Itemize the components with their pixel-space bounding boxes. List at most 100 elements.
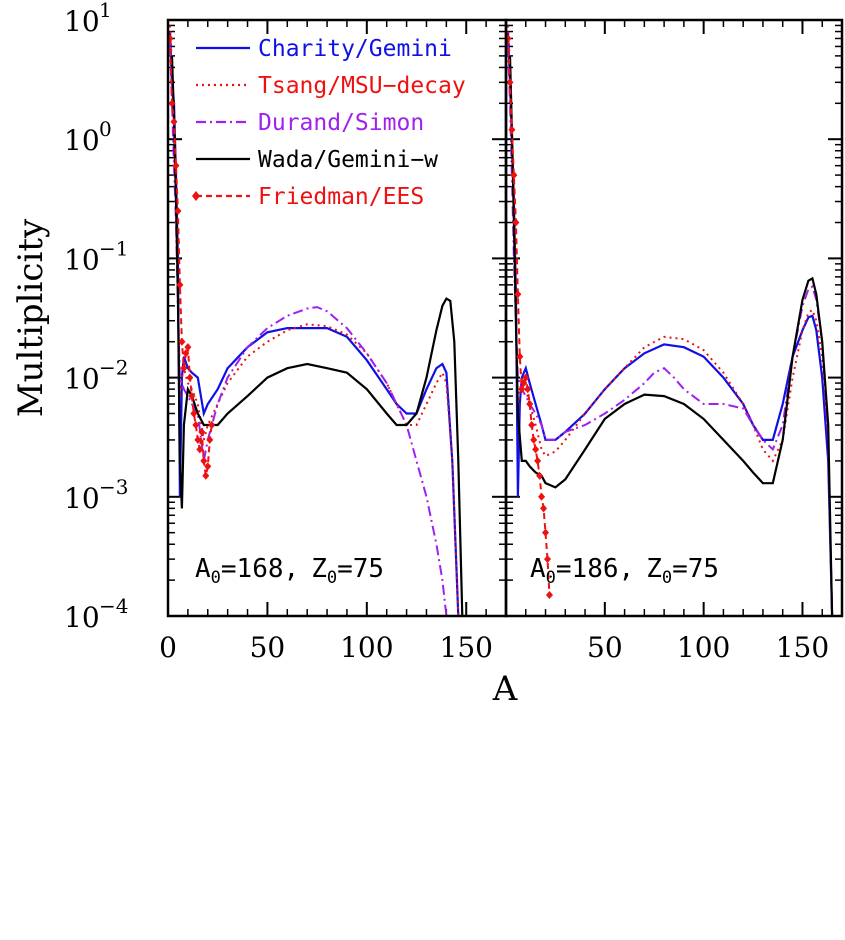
data-point-marker <box>536 471 544 480</box>
y-tick-exponent: −1 <box>99 236 128 260</box>
legend-label: Friedman/EES <box>258 184 424 210</box>
data-point-marker <box>194 435 202 444</box>
legend-label: Durand/Simon <box>258 110 424 136</box>
x-tick-label: 100 <box>340 631 393 664</box>
data-point-marker <box>508 125 516 134</box>
data-point-marker <box>192 421 200 430</box>
x-tick-label: 100 <box>677 631 730 664</box>
data-point-marker <box>196 445 204 454</box>
data-point-marker <box>180 364 188 373</box>
left-annotation-z-value: =75 <box>337 554 384 584</box>
series-line-durand-simon <box>169 46 448 616</box>
left-panel-x-tick-labels: 0 50 100 150 <box>159 631 493 664</box>
data-point-marker <box>204 462 212 471</box>
left-annotation-z-sub: 0 <box>327 568 337 588</box>
y-tick-base: 10 <box>64 601 100 634</box>
data-point-marker <box>512 218 520 227</box>
data-point-marker <box>506 34 512 43</box>
y-tick-base: 10 <box>64 5 100 38</box>
data-point-marker <box>510 171 518 180</box>
data-point-marker <box>544 555 552 564</box>
x-tick-label: 0 <box>159 631 177 664</box>
data-point-marker <box>186 373 194 382</box>
y-tick-exponent: −4 <box>99 594 128 618</box>
legend-entry: Charity/Gemini <box>196 36 452 62</box>
y-tick-exponent: −3 <box>99 475 128 499</box>
series-line-tsang-msu-decay <box>169 25 460 616</box>
series-line-charity-gemini <box>506 31 834 616</box>
y-tick-base: 10 <box>64 363 100 396</box>
data-point-marker <box>208 421 216 430</box>
y-tick-group: 10 −1 <box>64 236 128 276</box>
y-tick-group: 10 0 <box>64 117 112 157</box>
series-line-friedman-ees <box>169 38 213 477</box>
right-annotation-a-value: =186, <box>556 554 634 584</box>
right-panel-series <box>506 25 834 616</box>
data-point-marker <box>534 456 542 465</box>
left-annotation-a-value: =168, <box>221 554 299 584</box>
x-axis-label: A <box>492 669 518 709</box>
data-point-marker <box>188 392 196 401</box>
data-point-marker <box>542 528 550 537</box>
y-tick-group: 10 1 <box>64 0 112 38</box>
legend: Charity/Gemini Tsang/MSU−decay Durand/Simo… <box>192 36 466 210</box>
x-tick-label: 150 <box>776 631 829 664</box>
legend-entry: Wada/Gemini−w <box>196 147 438 173</box>
series-line-friedman-ees <box>507 38 551 596</box>
left-panel-series <box>168 25 464 616</box>
series-line-durand-simon <box>507 46 834 616</box>
legend-marker <box>192 191 200 201</box>
right-panel-annotation: A0=186, Z0=75 <box>530 554 719 588</box>
legend-entry: Friedman/EES <box>192 184 424 210</box>
y-axis-label: Multiplicity <box>11 218 51 417</box>
data-point-marker <box>178 337 186 346</box>
right-panel-ticks <box>505 19 843 617</box>
data-point-marker <box>198 427 206 436</box>
series-line-wada-gemini-w <box>170 55 464 616</box>
data-point-marker <box>538 492 546 501</box>
data-point-marker <box>190 409 198 418</box>
y-tick-group: 10 −3 <box>64 475 128 515</box>
right-annotation-z-value: =75 <box>672 554 719 584</box>
series-line-wada-gemini-w <box>508 55 834 616</box>
data-point-marker <box>526 400 534 409</box>
data-point-marker <box>514 290 522 299</box>
data-point-marker <box>184 343 192 352</box>
y-tick-base: 10 <box>64 124 100 157</box>
data-point-marker <box>168 99 176 108</box>
data-point-marker <box>168 34 174 43</box>
legend-label: Tsang/MSU−decay <box>258 73 466 99</box>
data-point-marker <box>540 504 548 513</box>
series-line-tsang-msu-decay <box>507 25 834 616</box>
data-point-marker <box>202 471 210 480</box>
data-point-marker <box>524 385 532 394</box>
data-point-marker <box>176 280 184 289</box>
data-point-marker <box>530 435 538 444</box>
left-annotation-a-sub: 0 <box>211 568 221 588</box>
y-tick-exponent: 1 <box>99 0 112 22</box>
data-point-marker <box>532 445 540 454</box>
left-panel-annotation: A0=168, Z0=75 <box>195 554 384 588</box>
data-point-marker <box>518 385 526 394</box>
data-point-marker <box>545 591 553 600</box>
data-point-marker <box>528 421 536 430</box>
data-point-marker <box>516 352 524 361</box>
data-point-marker <box>170 117 178 126</box>
right-panel-x-tick-labels: 50 100 150 <box>587 631 829 664</box>
legend-label: Wada/Gemini−w <box>258 147 438 173</box>
legend-entry: Durand/Simon <box>196 110 424 136</box>
data-point-marker <box>506 78 514 87</box>
data-point-marker <box>522 373 530 382</box>
right-annotation-a-sub: 0 <box>546 568 556 588</box>
left-panel: 0 50 100 150 A0=168, Z0=75 <box>159 19 507 664</box>
legend-label: Charity/Gemini <box>258 36 452 62</box>
data-point-marker <box>172 161 180 170</box>
right-panel-frame <box>504 18 844 618</box>
right-annotation-z-sub: 0 <box>662 568 672 588</box>
y-tick-exponent: 0 <box>99 117 112 141</box>
y-tick-base: 10 <box>64 243 100 276</box>
y-tick-group: 10 −2 <box>64 356 128 396</box>
x-tick-label: 50 <box>587 631 623 664</box>
